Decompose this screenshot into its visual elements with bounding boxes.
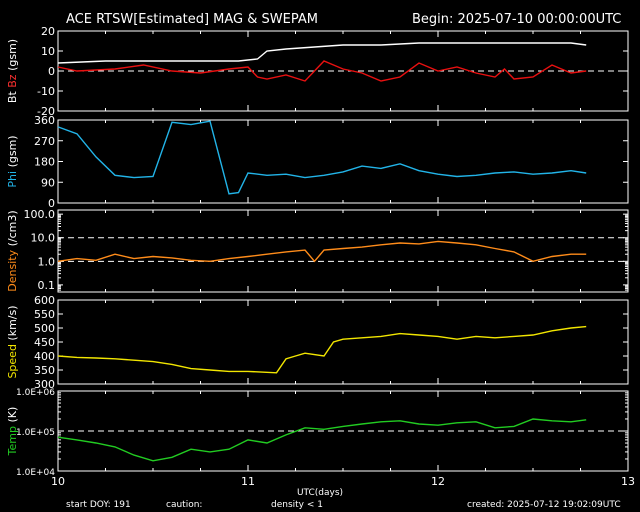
y-tick-label: 300 — [34, 378, 55, 391]
y-tick-label: 550 — [34, 308, 55, 321]
y-tick-label: 0.1 — [38, 279, 56, 292]
caution-label: caution: — [166, 500, 202, 510]
y-tick-label: 10 — [41, 45, 55, 58]
y-tick-label: 0 — [48, 197, 55, 210]
panel-frame — [57, 299, 629, 385]
y-axis-label-part: Density — [6, 249, 19, 291]
panel-density: 100.0 10.0 1.0 0.1 Density (/cm3) — [6, 208, 629, 293]
y-tick-label: 180 — [34, 156, 55, 169]
y-tick-label: -20 — [37, 105, 55, 118]
y-axis-label-part: Bt — [6, 91, 19, 104]
series-density — [57, 240, 587, 263]
y-tick-label: 20 — [41, 25, 55, 38]
y-tick-label: 500 — [34, 322, 55, 335]
y-tick-label: 90 — [41, 176, 55, 189]
y-axis-label: Speed (km/s) — [6, 305, 19, 378]
y-tick-label: 10.0 — [31, 232, 56, 245]
y-axis-label: Bt Bz (gsm) — [6, 39, 19, 103]
y-tick-label: 270 — [34, 135, 55, 148]
series-phi — [57, 120, 587, 195]
y-axis-label-part: Temp — [6, 426, 19, 456]
y-tick-label: 400 — [34, 350, 55, 363]
panel-temp: 1.0E+06 1.0E+05 1.0E+04 Temp (K) — [6, 388, 629, 478]
y-tick-label: 450 — [34, 336, 55, 349]
y-tick-label: 0 — [48, 65, 55, 78]
x-tick-label: 12 — [431, 475, 445, 488]
series-bt — [57, 42, 587, 64]
y-axis-label: Density (/cm3) — [6, 210, 19, 291]
start-doy: start DOY: 191 — [66, 500, 131, 510]
begin-time: Begin: 2025-07-10 00:00:00UTC — [412, 12, 621, 27]
panel-mag: 20 10 0 -10 -20 Bt Bz (gsm) — [6, 25, 629, 118]
chart-title: ACE RTSW[Estimated] MAG & SWEPAM — [66, 12, 318, 27]
x-axis-label: UTC(days) — [297, 488, 343, 498]
y-tick-label: 1.0E+06 — [16, 388, 55, 398]
y-axis-label-part: (gsm) — [6, 135, 19, 171]
y-tick-label: -10 — [37, 85, 55, 98]
y-axis-label-part: Bz — [6, 74, 19, 91]
y-axis-label-part: Speed — [6, 344, 19, 378]
y-tick-label: 1.0E+05 — [16, 428, 55, 438]
series-temp — [57, 418, 587, 462]
series-bz — [57, 60, 587, 82]
panel-phi: 360 270 180 90 0 Phi (gsm) — [6, 114, 629, 210]
y-axis-label-part: (gsm) — [6, 39, 19, 75]
y-tick-label: 350 — [34, 364, 55, 377]
x-tick-label: 11 — [241, 475, 255, 488]
y-axis-label: Temp (K) — [6, 407, 19, 457]
series-speed — [57, 325, 587, 374]
y-tick-label: 1.0 — [38, 255, 56, 268]
y-axis-label-part: (km/s) — [6, 305, 19, 344]
y-tick-label: 600 — [34, 294, 55, 307]
y-tick-label: 100.0 — [24, 208, 56, 221]
y-axis-label-part: Phi — [6, 171, 19, 188]
panel-frame — [57, 209, 629, 293]
y-tick-label: 1.0E+04 — [16, 468, 55, 478]
x-tick-label: 10 — [51, 475, 65, 488]
y-axis-label: Phi (gsm) — [6, 135, 19, 187]
x-tick-label: 13 — [621, 475, 635, 488]
chart-panels: 20 10 0 -10 -20 Bt Bz (gsm) 360 270 180 90 0 Phi (g… — [6, 25, 635, 488]
y-axis-label-part: (/cm3) — [6, 210, 19, 250]
y-tick-label: 360 — [34, 114, 55, 127]
panel-frame — [57, 119, 629, 204]
density-caution-note: density < 1 — [271, 500, 323, 510]
created-time: created: 2025-07-12 19:02:09UTC — [467, 500, 621, 510]
y-axis-label-part: (K) — [6, 407, 19, 426]
